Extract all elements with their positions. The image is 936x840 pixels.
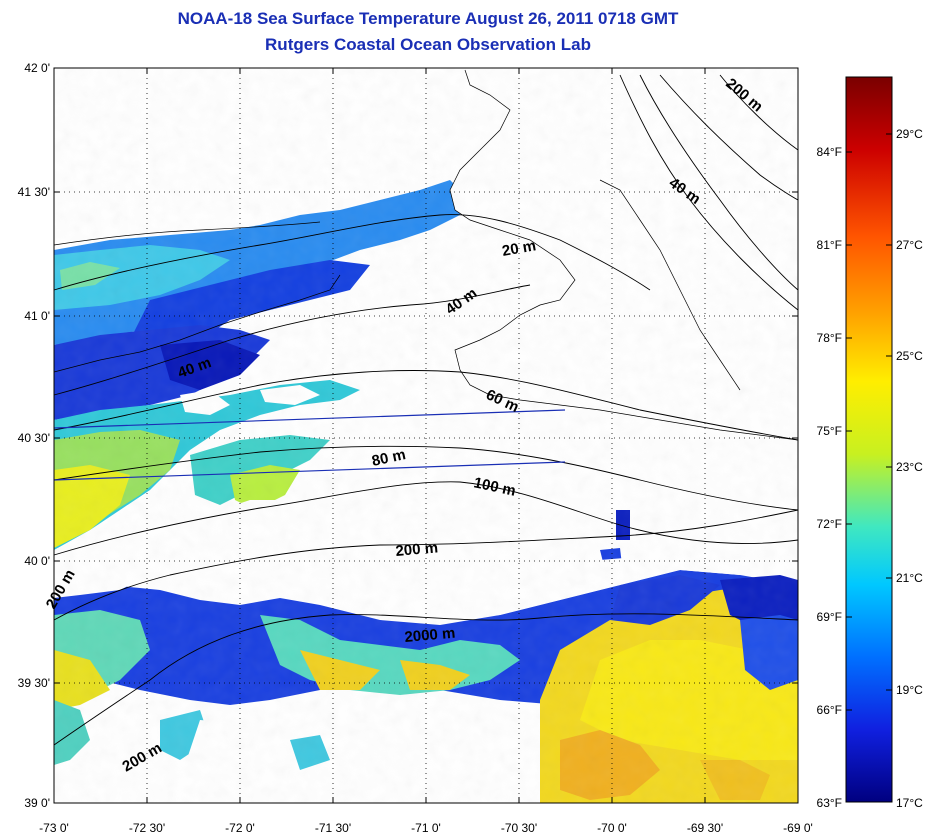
lon-label-72: -72 0' (225, 821, 255, 835)
contour-label-80m: 80 m (370, 446, 407, 470)
contour-label-200m: 200 m (395, 539, 439, 560)
cb-c-23: 23°C (896, 460, 923, 474)
graticule (54, 68, 798, 803)
lat-label-40-30: 40 30' (18, 431, 50, 445)
cb-c-25: 25°C (896, 349, 923, 363)
cb-c-27: 27°C (896, 238, 923, 252)
lat-label-39-30: 39 30' (18, 676, 50, 690)
colorbar: 84°F 81°F 78°F 75°F 72°F 69°F 66°F 63°F … (817, 76, 923, 810)
lon-label-70: -70 0' (597, 821, 627, 835)
axis-ticks (53, 67, 799, 804)
cb-f-66: 66°F (817, 703, 842, 717)
map-subtitle: Rutgers Coastal Ocean Observation Lab (265, 35, 591, 54)
longitude-labels: -73 0' -72 30' -72 0' -71 30' -71 0' -70… (39, 821, 813, 835)
lat-label-39: 39 0' (24, 796, 50, 810)
cb-f-75: 75°F (817, 424, 842, 438)
cb-f-84: 84°F (817, 145, 842, 159)
contour-label-20m: 20 m (501, 237, 538, 260)
cb-f-78: 78°F (817, 331, 842, 345)
latitude-labels: 42 0' 41 30' 41 0' 40 30' 40 0' 39 30' 3… (18, 61, 50, 810)
cb-f-72: 72°F (817, 517, 842, 531)
lon-label-73: -73 0' (39, 821, 69, 835)
cb-c-19: 19°C (896, 683, 923, 697)
cb-c-29: 29°C (896, 127, 923, 141)
cb-f-81: 81°F (817, 238, 842, 252)
contour-label-2000m: 2000 m (404, 625, 456, 646)
lat-label-41-30: 41 30' (18, 185, 50, 199)
cb-f-63: 63°F (817, 796, 842, 810)
cb-c-17: 17°C (896, 796, 923, 810)
lat-label-40: 40 0' (24, 554, 50, 568)
lon-label-69: -69 0' (783, 821, 813, 835)
lon-label-70-30: -70 30' (501, 821, 537, 835)
coastline (53, 69, 799, 441)
colorbar-gradient (845, 76, 893, 803)
lat-label-42: 42 0' (24, 61, 50, 75)
cb-c-21: 21°C (896, 571, 923, 585)
lon-label-72-30: -72 30' (129, 821, 165, 835)
lon-label-71-30: -71 30' (315, 821, 351, 835)
lon-label-71: -71 0' (411, 821, 441, 835)
cb-f-69: 69°F (817, 610, 842, 624)
bathymetry-contours (53, 74, 799, 746)
lat-label-41: 41 0' (24, 309, 50, 323)
map-title: NOAA-18 Sea Surface Temperature August 2… (177, 9, 679, 28)
lon-label-69-30: -69 30' (687, 821, 723, 835)
